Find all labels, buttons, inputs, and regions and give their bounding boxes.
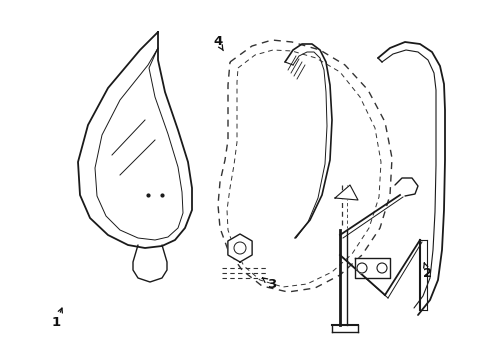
Text: 2: 2 [423, 267, 431, 280]
Text: 4: 4 [213, 35, 222, 48]
Text: 1: 1 [52, 316, 61, 329]
Polygon shape [334, 185, 357, 200]
Polygon shape [227, 234, 252, 262]
Polygon shape [78, 32, 192, 248]
Text: 3: 3 [266, 278, 275, 291]
Polygon shape [394, 178, 417, 196]
Circle shape [356, 263, 366, 273]
Circle shape [376, 263, 386, 273]
Polygon shape [354, 258, 389, 278]
Polygon shape [133, 245, 167, 282]
